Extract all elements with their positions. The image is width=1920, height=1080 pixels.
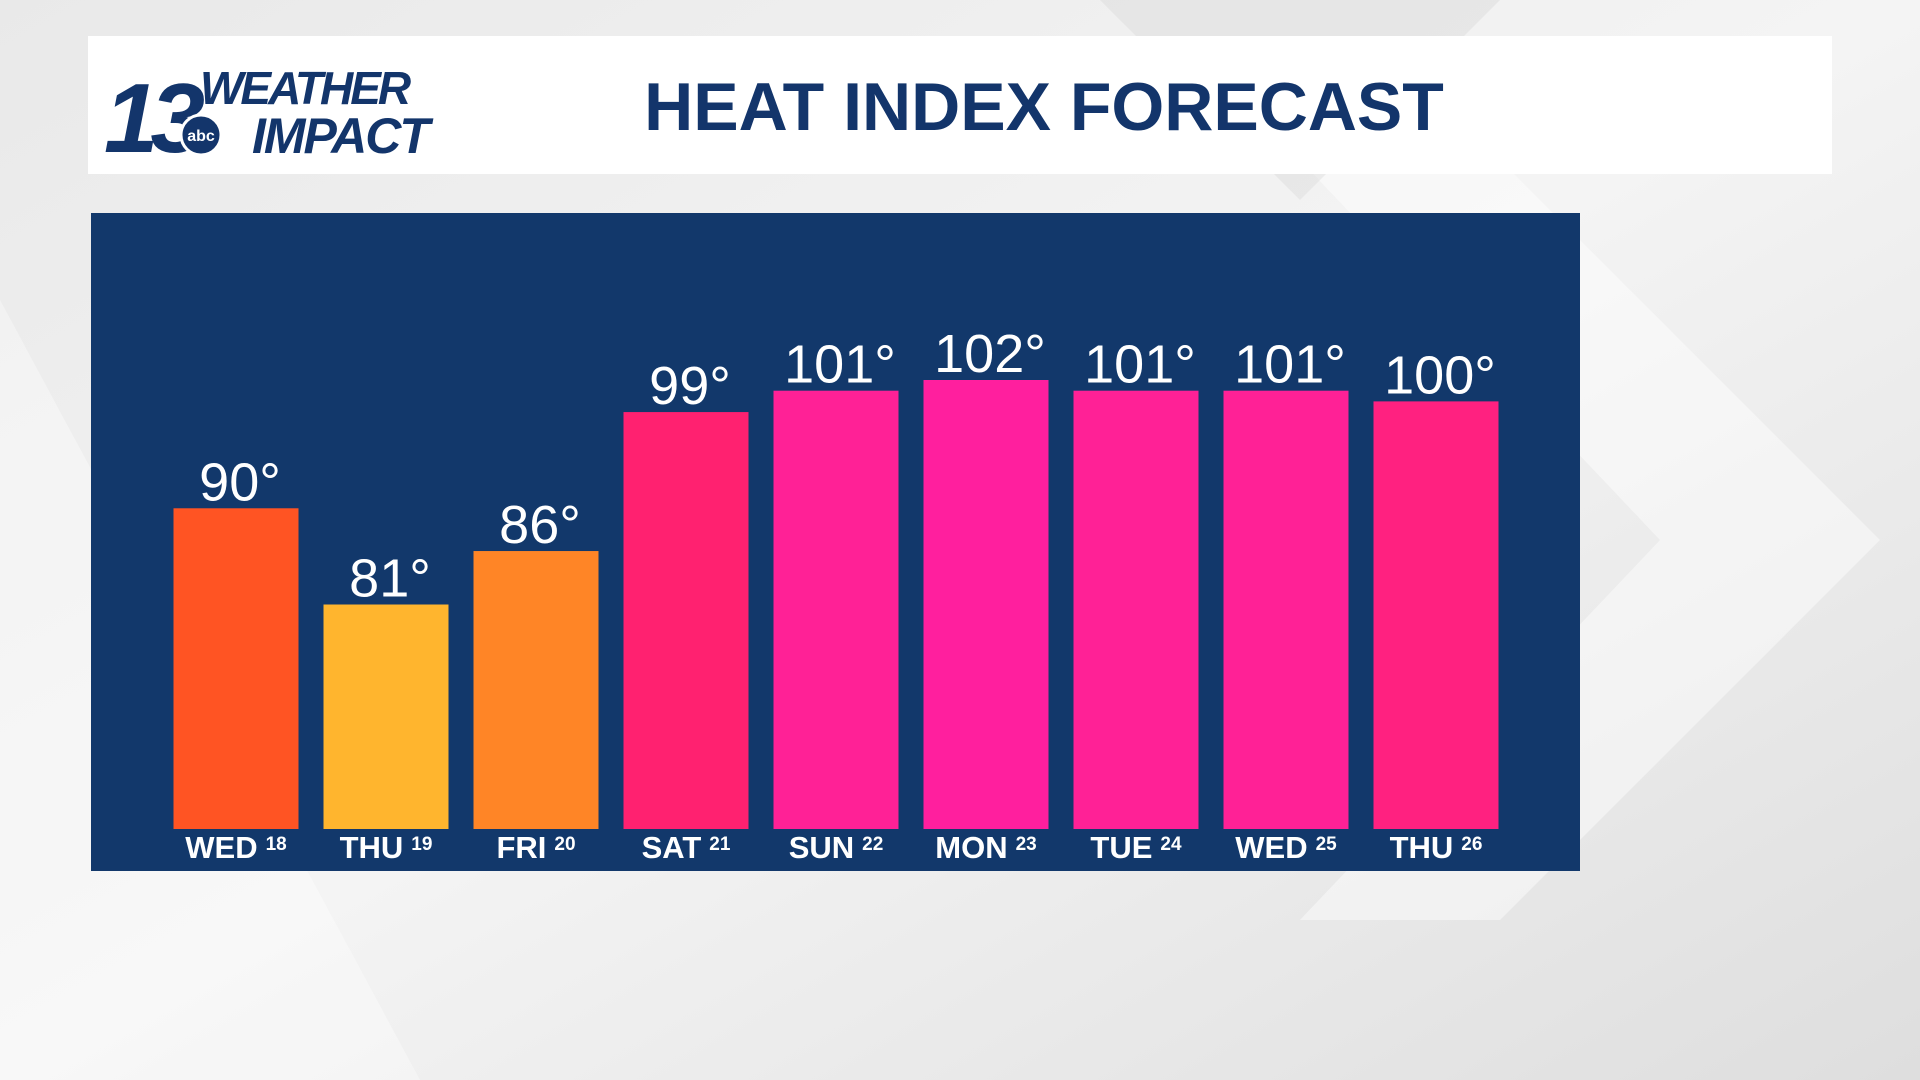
value-label: 101° <box>784 335 896 395</box>
date-label: 18 <box>266 834 287 855</box>
bar <box>473 551 599 829</box>
header-box <box>88 36 1832 174</box>
logo-network: abc <box>187 128 215 145</box>
bar <box>1073 390 1199 829</box>
logo-circle <box>179 113 223 157</box>
day-label: THU <box>340 830 404 865</box>
value-label: 101° <box>1084 335 1196 395</box>
value-label: 99° <box>649 356 731 416</box>
x-tick-label: SUN 22 <box>789 830 884 865</box>
date-label: 21 <box>709 834 731 855</box>
day-label: FRI <box>496 830 546 865</box>
x-tick-label: THU 19 <box>340 830 433 865</box>
value-label: 81° <box>349 549 431 609</box>
x-tick-label: MON 23 <box>935 830 1036 865</box>
x-tick-label: WED 25 <box>1235 830 1337 865</box>
day-label: WED <box>185 830 257 865</box>
date-label: 26 <box>1461 834 1482 855</box>
date-label: 20 <box>554 834 575 855</box>
date-label: 22 <box>862 834 883 855</box>
day-label: SUN <box>789 830 854 865</box>
x-tick-label: THU 26 <box>1390 830 1483 865</box>
x-tick-label: FRI 20 <box>496 830 575 865</box>
logo: 13 WEATHER IMPACT abc <box>104 62 436 173</box>
value-label: 102° <box>934 324 1046 384</box>
x-tick-label: WED 18 <box>185 830 286 865</box>
value-label: 100° <box>1384 345 1496 405</box>
date-label: 23 <box>1016 834 1037 855</box>
bar <box>773 390 899 829</box>
date-label: 19 <box>411 834 432 855</box>
bar <box>923 380 1049 829</box>
x-tick-label: TUE 24 <box>1090 830 1182 865</box>
date-label: 24 <box>1160 834 1182 855</box>
logo-line2: IMPACT <box>252 108 434 164</box>
date-label: 25 <box>1316 834 1338 855</box>
bar <box>1223 390 1349 829</box>
bar <box>173 508 299 829</box>
bar <box>623 412 749 829</box>
value-label: 86° <box>499 495 581 555</box>
day-label: WED <box>1235 830 1307 865</box>
value-label: 90° <box>199 452 281 512</box>
bar <box>1373 401 1499 829</box>
logo-line1: WEATHER <box>200 62 411 114</box>
bar <box>323 604 449 829</box>
day-label: TUE <box>1090 830 1152 865</box>
bg-shape <box>1300 160 1880 920</box>
value-label: 101° <box>1234 335 1346 395</box>
day-label: MON <box>935 830 1007 865</box>
x-tick-label: SAT 21 <box>642 830 731 865</box>
day-label: SAT <box>642 830 702 865</box>
chart-title: HEAT INDEX FORECAST <box>644 69 1444 145</box>
day-label: THU <box>1390 830 1454 865</box>
